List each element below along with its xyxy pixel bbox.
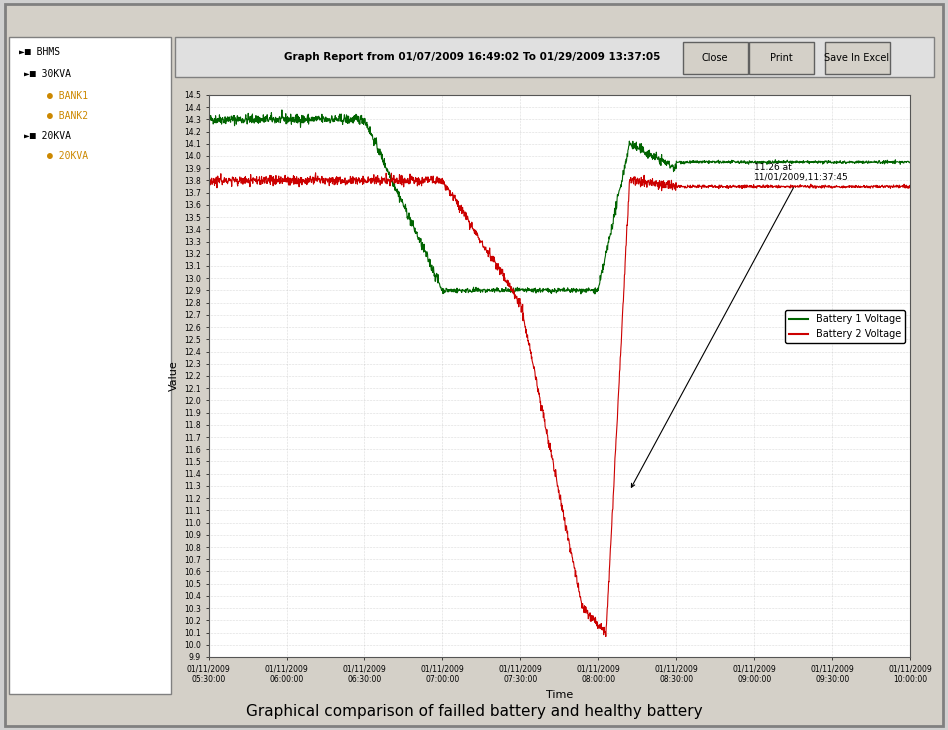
Line: Battery 2 Voltage: Battery 2 Voltage	[209, 173, 910, 637]
Battery 2 Voltage	[239, 178, 250, 187]
FancyBboxPatch shape	[5, 4, 943, 726]
Text: ►■ 30KVA: ►■ 30KVA	[24, 69, 71, 80]
Battery 1 Voltage	[756, 159, 767, 168]
Battery 1 Voltage	[203, 114, 214, 123]
Legend: Battery 1 Voltage, Battery 2 Voltage: Battery 1 Voltage, Battery 2 Voltage	[785, 310, 905, 343]
Battery 1 Voltage	[526, 285, 538, 293]
Text: ● BANK1: ● BANK1	[47, 91, 88, 101]
Y-axis label: Value: Value	[169, 361, 178, 391]
Text: Graphical comparison of failled battery and healthy battery: Graphical comparison of failled battery …	[246, 704, 702, 719]
Text: Close: Close	[702, 53, 728, 64]
Text: ►■ 20KVA: ►■ 20KVA	[24, 131, 71, 142]
Text: Save In Excel: Save In Excel	[825, 53, 889, 64]
FancyBboxPatch shape	[9, 36, 171, 693]
Battery 2 Voltage	[310, 169, 321, 177]
FancyBboxPatch shape	[175, 36, 934, 77]
Text: Graph Report from 01/07/2009 16:49:02 To 01/29/2009 13:37:05: Graph Report from 01/07/2009 16:49:02 To…	[284, 52, 661, 62]
Battery 1 Voltage	[239, 116, 250, 125]
Text: ►■ BHMS: ►■ BHMS	[19, 47, 60, 58]
Battery 2 Voltage	[904, 182, 916, 191]
Battery 2 Voltage	[600, 632, 611, 641]
Line: Battery 1 Voltage: Battery 1 Voltage	[209, 110, 910, 294]
Battery 2 Voltage	[884, 182, 896, 191]
Text: ● BANK2: ● BANK2	[47, 111, 88, 121]
FancyBboxPatch shape	[825, 42, 890, 74]
Text: ● 20KVA: ● 20KVA	[47, 151, 88, 161]
Battery 1 Voltage	[276, 106, 287, 115]
X-axis label: Time: Time	[546, 690, 573, 699]
Battery 2 Voltage	[884, 184, 896, 193]
Battery 2 Voltage	[526, 354, 538, 363]
Text: 11.26 at
11/01/2009,11:37:45: 11.26 at 11/01/2009,11:37:45	[631, 163, 849, 488]
FancyBboxPatch shape	[683, 42, 748, 74]
Battery 1 Voltage	[904, 158, 916, 167]
Text: Print: Print	[770, 53, 793, 64]
Battery 2 Voltage	[544, 439, 556, 447]
Battery 1 Voltage	[884, 158, 896, 166]
Battery 2 Voltage	[203, 177, 214, 186]
FancyBboxPatch shape	[749, 42, 814, 74]
Battery 1 Voltage	[884, 158, 896, 166]
Battery 2 Voltage	[756, 182, 767, 191]
Battery 1 Voltage	[544, 287, 556, 296]
Battery 1 Voltage	[590, 290, 601, 299]
